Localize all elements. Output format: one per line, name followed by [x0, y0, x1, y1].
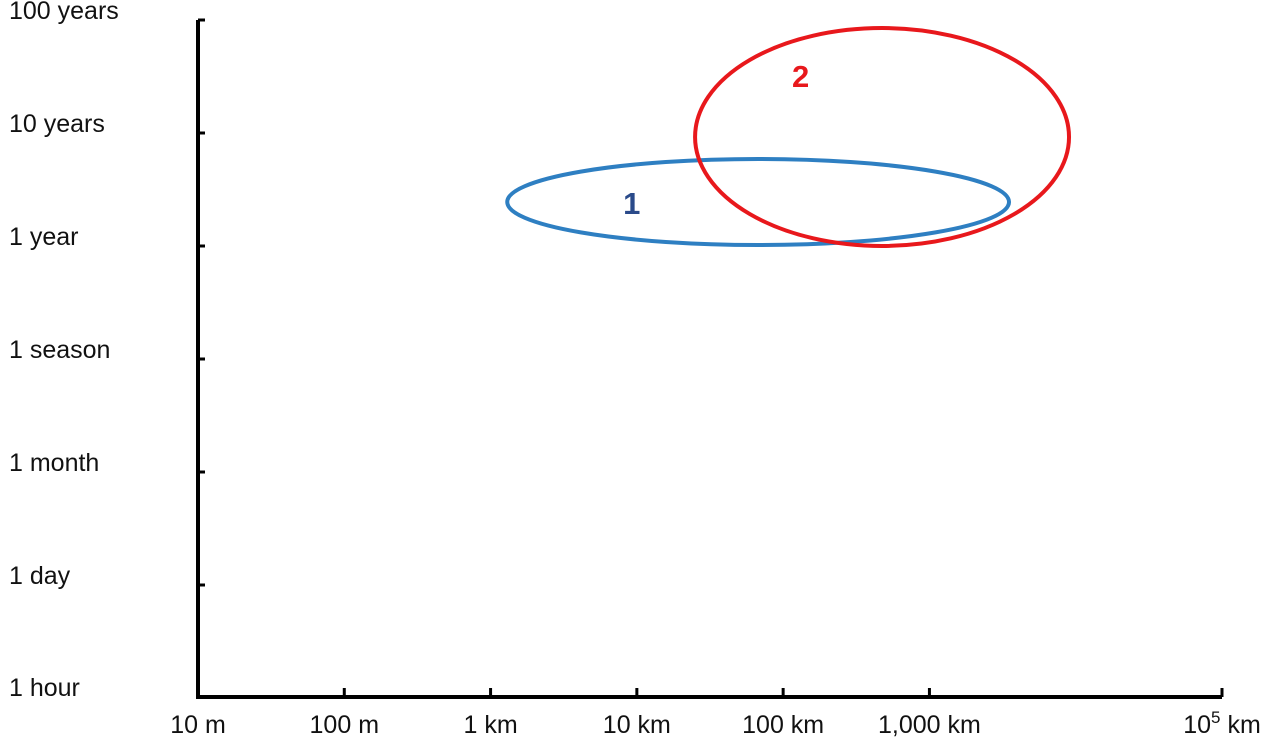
y-tick-label: 100 years	[9, 0, 119, 25]
region-1-ellipse	[505, 157, 1012, 247]
x-tick-label: 10 km	[603, 711, 671, 739]
axes	[196, 18, 1224, 699]
y-tick-label: 10 years	[9, 110, 105, 138]
y-tick-label: 1 year	[9, 223, 78, 251]
y-tick-label: 1 hour	[9, 674, 80, 702]
y-tick-label: 1 day	[9, 562, 71, 590]
y-tick-label: 1 season	[9, 336, 110, 364]
region-2-label: 2	[792, 59, 809, 94]
region-labels: 12	[623, 59, 809, 221]
x-tick-label: 1 km	[463, 711, 517, 739]
region-2-ellipse	[693, 26, 1072, 248]
regions	[505, 26, 1072, 248]
x-tick-label: 105 km	[1183, 708, 1261, 739]
x-tick-label: 1,000 km	[878, 711, 981, 739]
x-tick-label: 100 km	[742, 711, 824, 739]
y-tick-label: 1 month	[9, 449, 99, 477]
x-tick-label: 10 m	[170, 711, 226, 739]
x-tick-label: 100 m	[310, 711, 379, 739]
tick-labels: 10 m 100 m 1 km 10 km 100 km 1,000 km 105 km 1 …	[9, 0, 1261, 739]
region-1-label: 1	[623, 186, 640, 221]
